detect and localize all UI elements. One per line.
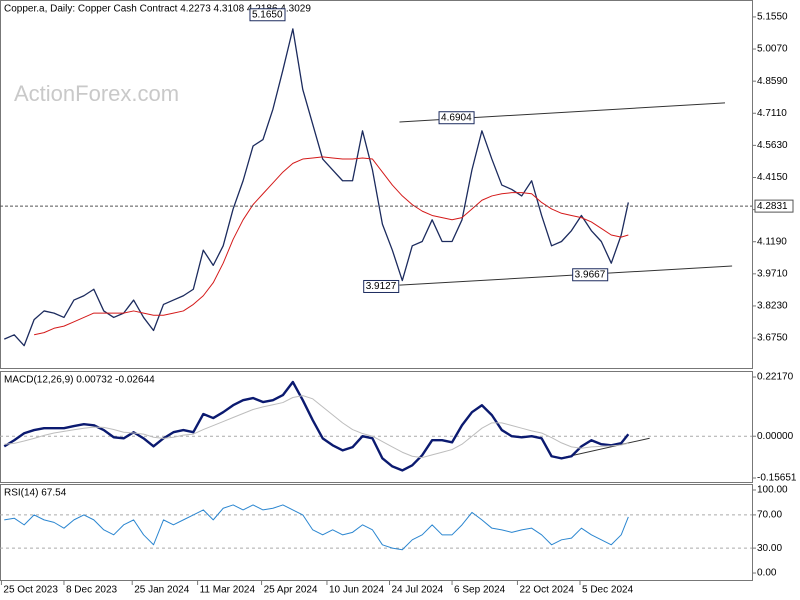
x-tick-label: 8 Dec 2023 [66, 585, 118, 596]
rsi-title: RSI(14) 67.54 [4, 488, 67, 499]
y-tick-label: -0.15651 [757, 473, 797, 484]
x-tick-label: 6 Sep 2024 [454, 585, 506, 596]
y-tick-label: 0.22170 [757, 372, 794, 383]
last-price-label: 4.2831 [757, 201, 788, 212]
annotation-box [438, 111, 475, 125]
y-tick-label: 3.9710 [757, 268, 788, 279]
macd-title: MACD(12,26,9) 0.00732 -0.02644 [4, 375, 155, 386]
annotation-box [363, 279, 400, 293]
y-tick-label: 4.7110 [757, 108, 787, 119]
y-tick-label: 4.1190 [757, 236, 787, 247]
rsi-panel [0, 484, 753, 581]
series-line [4, 504, 629, 551]
x-tick-label: 24 Jul 2024 [392, 585, 444, 596]
annotation-label: 5.1650 [252, 9, 283, 20]
y-tick-label: 4.5630 [757, 140, 788, 151]
annotation-label: 4.6904 [441, 112, 472, 123]
annotation-box [249, 8, 286, 22]
annotation-label: 3.9127 [366, 281, 397, 292]
y-tick-label: 4.8590 [757, 76, 788, 87]
x-tick-label: 11 Mar 2024 [200, 585, 256, 596]
y-tick-label: 3.6750 [757, 333, 788, 344]
y-tick-label: 5.0070 [757, 44, 788, 55]
y-tick-label: 5.1550 [757, 12, 788, 23]
y-tick-label: 0.00 [757, 568, 777, 579]
y-tick-label: 30.00 [757, 543, 782, 554]
x-tick-label: 25 Apr 2024 [264, 585, 318, 596]
x-tick-label: 25 Jan 2024 [134, 585, 189, 596]
x-tick-label: 10 Jun 2024 [329, 585, 384, 596]
series-line [4, 28, 629, 347]
last-price-box [754, 199, 794, 213]
y-tick-label: 100.00 [757, 485, 788, 496]
y-tick-label: 0.00000 [757, 431, 794, 442]
watermark: ActionForex.com [14, 81, 179, 106]
trend-line [399, 265, 733, 286]
x-tick-label: 25 Oct 2023 [3, 585, 58, 596]
annotation-box [572, 268, 609, 282]
y-tick-label: 4.4150 [757, 172, 788, 183]
series-line [4, 395, 629, 459]
series-line [3, 380, 630, 472]
price-panel [0, 0, 753, 369]
chart-title: Copper.a, Daily: Copper Cash Contract 4.… [4, 4, 311, 15]
x-tick-label: 22 Oct 2024 [519, 585, 574, 596]
macd-panel [0, 371, 753, 483]
x-tick-label: 5 Dec 2024 [582, 585, 634, 596]
annotation-label: 3.9667 [575, 269, 606, 280]
y-tick-label: 3.8230 [757, 301, 788, 312]
series-line [34, 156, 629, 336]
trend-line [559, 437, 650, 459]
y-tick-label: 70.00 [757, 510, 782, 521]
